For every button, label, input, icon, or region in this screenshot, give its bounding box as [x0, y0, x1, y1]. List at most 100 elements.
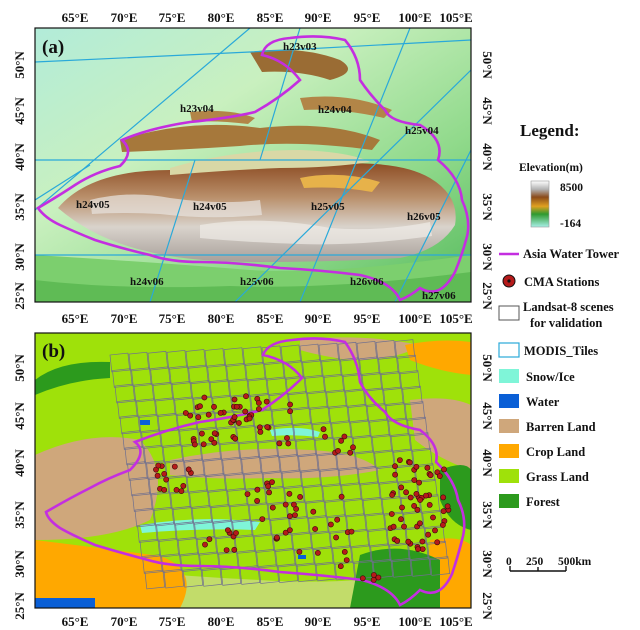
- landsat-scene: [378, 355, 399, 376]
- landsat-scene: [177, 536, 199, 557]
- tile-label: h24v04: [318, 104, 352, 116]
- landsat-scene: [397, 354, 418, 375]
- landsat-scene: [239, 565, 261, 585]
- cma-station: [191, 441, 198, 448]
- cma-station: [154, 472, 161, 479]
- lon-tick-label: 90°E: [305, 614, 332, 629]
- cma-station: [178, 488, 185, 494]
- landsat-scene: [380, 371, 402, 391]
- landsat-scene: [175, 521, 196, 541]
- landsat-scene: [234, 534, 256, 554]
- cma-station: [255, 399, 262, 406]
- cma-station: [414, 506, 421, 513]
- landsat-scene: [300, 468, 322, 489]
- cma-station: [417, 497, 423, 503]
- landsat-scene: [151, 491, 172, 511]
- cma-station: [434, 539, 441, 546]
- landsat-scene: [188, 364, 209, 385]
- cma-station: [348, 528, 355, 535]
- cma-station: [399, 504, 405, 511]
- landsat-scene: [264, 361, 285, 381]
- lat-tick-label: 25°N: [12, 282, 27, 310]
- tile-label: h26v06: [350, 276, 384, 288]
- landsat-scene: [321, 358, 342, 378]
- lon-tick-label: 105°E: [439, 10, 472, 25]
- cma-station: [231, 414, 238, 420]
- landsat-scene: [109, 352, 131, 373]
- class-label: Barren Land: [526, 420, 596, 434]
- cma-station: [244, 491, 251, 497]
- lon-tick-label: 80°E: [208, 311, 235, 326]
- cma-station: [327, 521, 334, 528]
- panel-a-lon-ticks-bottom: 65°E 70°E 75°E 80°E 85°E 90°E 95°E 100°E 105°E: [62, 311, 473, 326]
- cma-station: [211, 439, 218, 446]
- landsat-scene: [167, 474, 189, 495]
- panel-b-landcover-map: (b) 65°E 70°E 75°E 80°E 85°E 90°E 95°E 100°E 105…: [12, 332, 495, 629]
- lon-tick-label: 95°E: [354, 311, 381, 326]
- landsat-scene: [266, 376, 288, 397]
- landsat-scene: [137, 523, 158, 543]
- landsat-scene: [247, 377, 269, 397]
- cma-station: [425, 531, 431, 538]
- cma-station: [338, 493, 345, 500]
- elevation-colorbar: [530, 180, 550, 228]
- cma-station: [286, 513, 293, 520]
- landsat-scene: [322, 483, 343, 503]
- landsat-scene: [210, 504, 232, 524]
- landsat-scene: [262, 470, 284, 490]
- landsat-scene: [241, 455, 262, 476]
- landsat-scene: [223, 347, 245, 367]
- landsat-scene: [315, 561, 337, 582]
- landsat-scene: [281, 469, 303, 490]
- landsat-scene: [144, 569, 166, 590]
- cma-station: [243, 393, 249, 400]
- landcover-classes: Snow/Ice Water Barren Land Crop Land Grass L…: [499, 369, 596, 509]
- landsat-swatch: [498, 305, 520, 321]
- cma-station: [407, 494, 414, 501]
- cma-station: [392, 463, 398, 470]
- landsat-scene: [117, 399, 138, 419]
- landsat-scene: [185, 349, 207, 369]
- cma-station: [398, 484, 405, 491]
- cma-station: [182, 410, 189, 416]
- cma-station: [255, 406, 262, 412]
- tile-label: h26v05: [407, 211, 441, 223]
- cma-station: [264, 424, 271, 430]
- landsat-scene: [260, 454, 281, 475]
- lon-tick-label: 75°E: [159, 10, 186, 25]
- elevation-title: Elevation(m): [519, 162, 583, 174]
- panel-b-lon-ticks-bottom: 65°E 70°E 75°E 80°E 85°E 90°E 95°E 100°E 105°E: [62, 614, 473, 629]
- landsat-scene: [279, 454, 300, 474]
- cma-station: [195, 414, 202, 421]
- asia-water-tower-outline-b: [44, 337, 466, 607]
- landsat-scene: [332, 545, 353, 565]
- lon-tick-label: 85°E: [257, 311, 284, 326]
- cma-station: [173, 486, 180, 493]
- landsat-scene: [293, 422, 314, 442]
- lat-tick-label: 40°N: [480, 449, 495, 477]
- landsat-scene: [294, 547, 315, 567]
- cma-station: [335, 447, 341, 454]
- landsat-scene: [203, 457, 224, 478]
- cma-station: [440, 508, 447, 515]
- landsat-scene: [213, 519, 234, 540]
- landsat-scene: [409, 432, 431, 452]
- lat-tick-label: 30°N: [12, 243, 27, 271]
- landsat-scene: [196, 536, 218, 556]
- tile-label: h23v04: [180, 103, 214, 115]
- tile-label: h23v03: [283, 41, 317, 53]
- landsat-scene: [180, 552, 201, 572]
- landsat-scene: [362, 496, 384, 517]
- class-label: Grass Land: [526, 470, 589, 484]
- cma-station: [411, 477, 418, 483]
- tile-label: h25v04: [405, 125, 439, 137]
- cma-station: [388, 511, 395, 517]
- lat-tick-label: 45°N: [480, 402, 495, 430]
- asia-water-tower-outline-a: [36, 35, 470, 302]
- cma-station: [200, 441, 207, 448]
- landsat-scene: [226, 362, 247, 383]
- landsat-scene: [238, 440, 260, 460]
- cma-station: [224, 527, 231, 533]
- class-swatch: [499, 469, 519, 483]
- lon-tick-label: 75°E: [159, 311, 186, 326]
